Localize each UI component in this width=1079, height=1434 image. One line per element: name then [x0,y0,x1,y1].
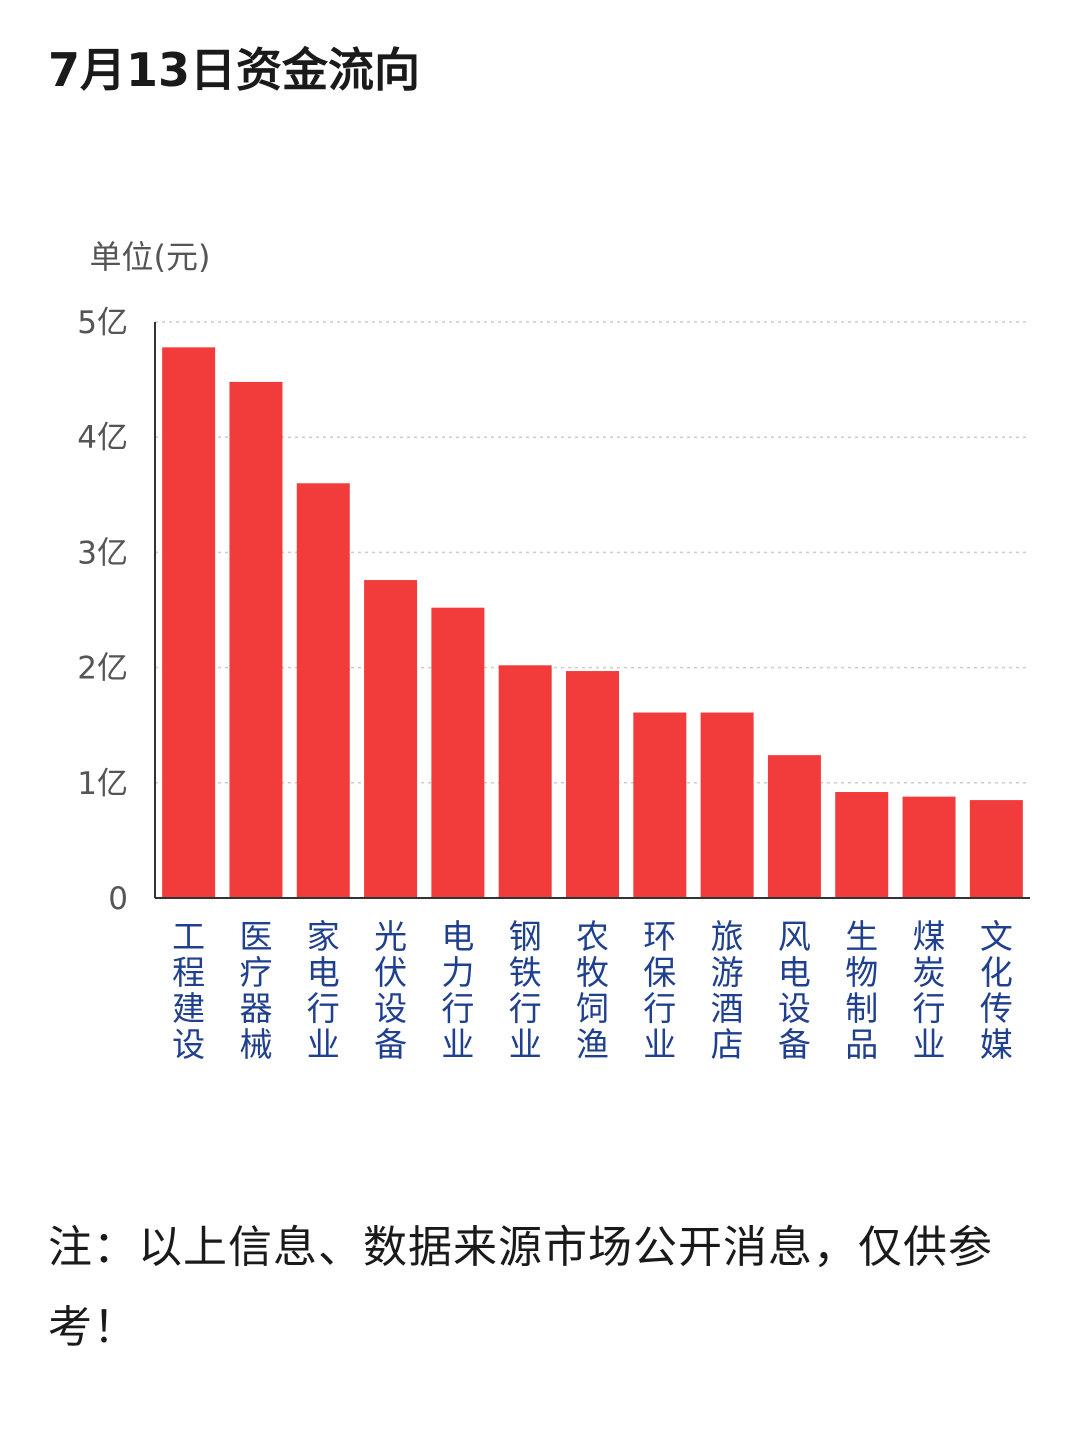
bar [566,671,619,898]
category-label: 环保行业 [643,917,676,1064]
bar [633,712,687,898]
category-label: 文化传媒 [980,917,1013,1064]
unit-label: 单位(元) [90,238,211,276]
bar [229,381,283,898]
category-label: 医疗器械 [239,917,272,1064]
category-label: 农牧饲渔 [576,917,609,1064]
bars [162,347,1023,898]
y-tick-label: 1亿 [77,766,128,802]
bar [498,665,552,898]
category-label: 家电行业 [307,917,340,1064]
page-title: 7月13日资金流向 [48,43,421,97]
bar [969,800,1023,898]
bar-chart: 单位(元) 0 1亿 2亿 3亿 4亿 5亿 工程建设 医疗器械 家电行业 光伏设备 电力行业 钢铁… [77,238,1030,1064]
category-label: 煤炭行业 [913,917,946,1064]
bar [364,580,418,898]
bar [902,796,956,898]
bar [835,792,889,898]
y-tick-label: 4亿 [77,420,128,456]
y-tick-label: 5亿 [77,305,128,341]
category-label: 旅游酒店 [711,917,744,1064]
y-tick-label: 3亿 [77,535,128,571]
category-label: 工程建设 [172,917,205,1064]
category-labels: 工程建设 医疗器械 家电行业 光伏设备 电力行业 钢铁行业 农牧饲渔 环保行业 旅游酒店 风电设备… [172,917,1013,1064]
y-axis-ticks: 0 1亿 2亿 3亿 4亿 5亿 [77,305,128,917]
category-label: 风电设备 [778,917,811,1064]
bar [767,755,821,898]
category-label: 生物制品 [845,917,878,1064]
bar [296,483,350,898]
bar [700,712,754,898]
category-label: 光伏设备 [374,917,407,1064]
y-tick-label: 0 [108,881,128,917]
source-note: 注：以上信息、数据来源市场公开消息，仅供参考！ [48,1222,993,1353]
category-label: 电力行业 [441,917,474,1064]
bar [162,347,216,898]
y-tick-label: 2亿 [77,651,128,687]
bar [431,607,485,898]
category-label: 钢铁行业 [509,917,542,1064]
grid-lines [155,321,1030,784]
